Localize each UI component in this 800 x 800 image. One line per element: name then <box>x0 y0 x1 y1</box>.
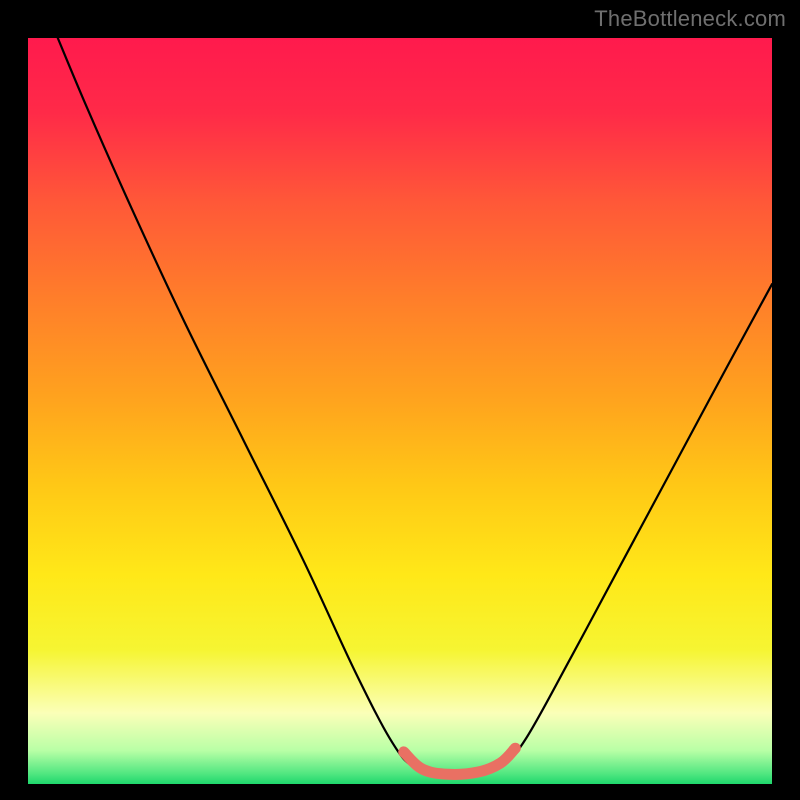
plot-area <box>28 38 772 784</box>
chart-frame: TheBottleneck.com <box>0 0 800 800</box>
optimal-range-highlight <box>404 748 516 774</box>
bottleneck-curve <box>58 38 772 775</box>
curve-layer <box>28 38 772 784</box>
watermark-text: TheBottleneck.com <box>594 6 786 32</box>
